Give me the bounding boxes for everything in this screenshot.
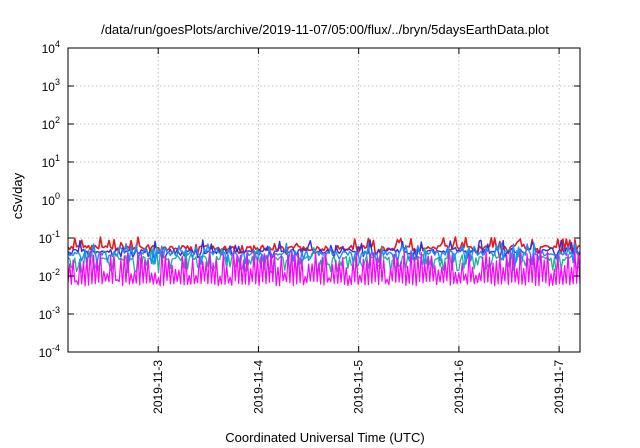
x-tick-label: 2019-11-5 [352, 360, 366, 414]
x-axis-label: Coordinated Universal Time (UTC) [225, 430, 424, 445]
y-tick-label: 10-1 [39, 229, 60, 246]
x-tick-label: 2019-11-4 [251, 360, 265, 414]
y-tick-label: 10-2 [39, 267, 60, 284]
y-tick-label: 102 [42, 115, 60, 132]
y-tick-label: 10-4 [39, 343, 60, 360]
grid [68, 48, 580, 352]
y-tick-label: 104 [42, 39, 60, 56]
y-tick-label: 100 [42, 191, 60, 208]
y-tick-label: 10-3 [39, 305, 60, 322]
x-tick-label: 2019-11-3 [151, 360, 165, 414]
y-tick-label: 101 [42, 153, 60, 170]
x-axis: 2019-11-3 2019-11-4 2019-11-5 2019-11-6 2019… [151, 48, 566, 414]
series-line-4 [67, 242, 581, 266]
y-axis-label: cSv/day [10, 172, 25, 219]
x-tick-label: 2019-11-7 [552, 360, 566, 414]
x-tick-label: 2019-11-6 [452, 360, 466, 414]
chart-title: /data/run/goesPlots/archive/2019-11-07/0… [101, 22, 549, 37]
series-line-5 [67, 250, 581, 287]
data-series [67, 236, 581, 287]
series-line-1 [67, 236, 581, 256]
y-axis: 10-4 10-3 10-2 10-1 100 101 102 103 104 [39, 39, 580, 360]
y-tick-label: 103 [42, 77, 60, 94]
